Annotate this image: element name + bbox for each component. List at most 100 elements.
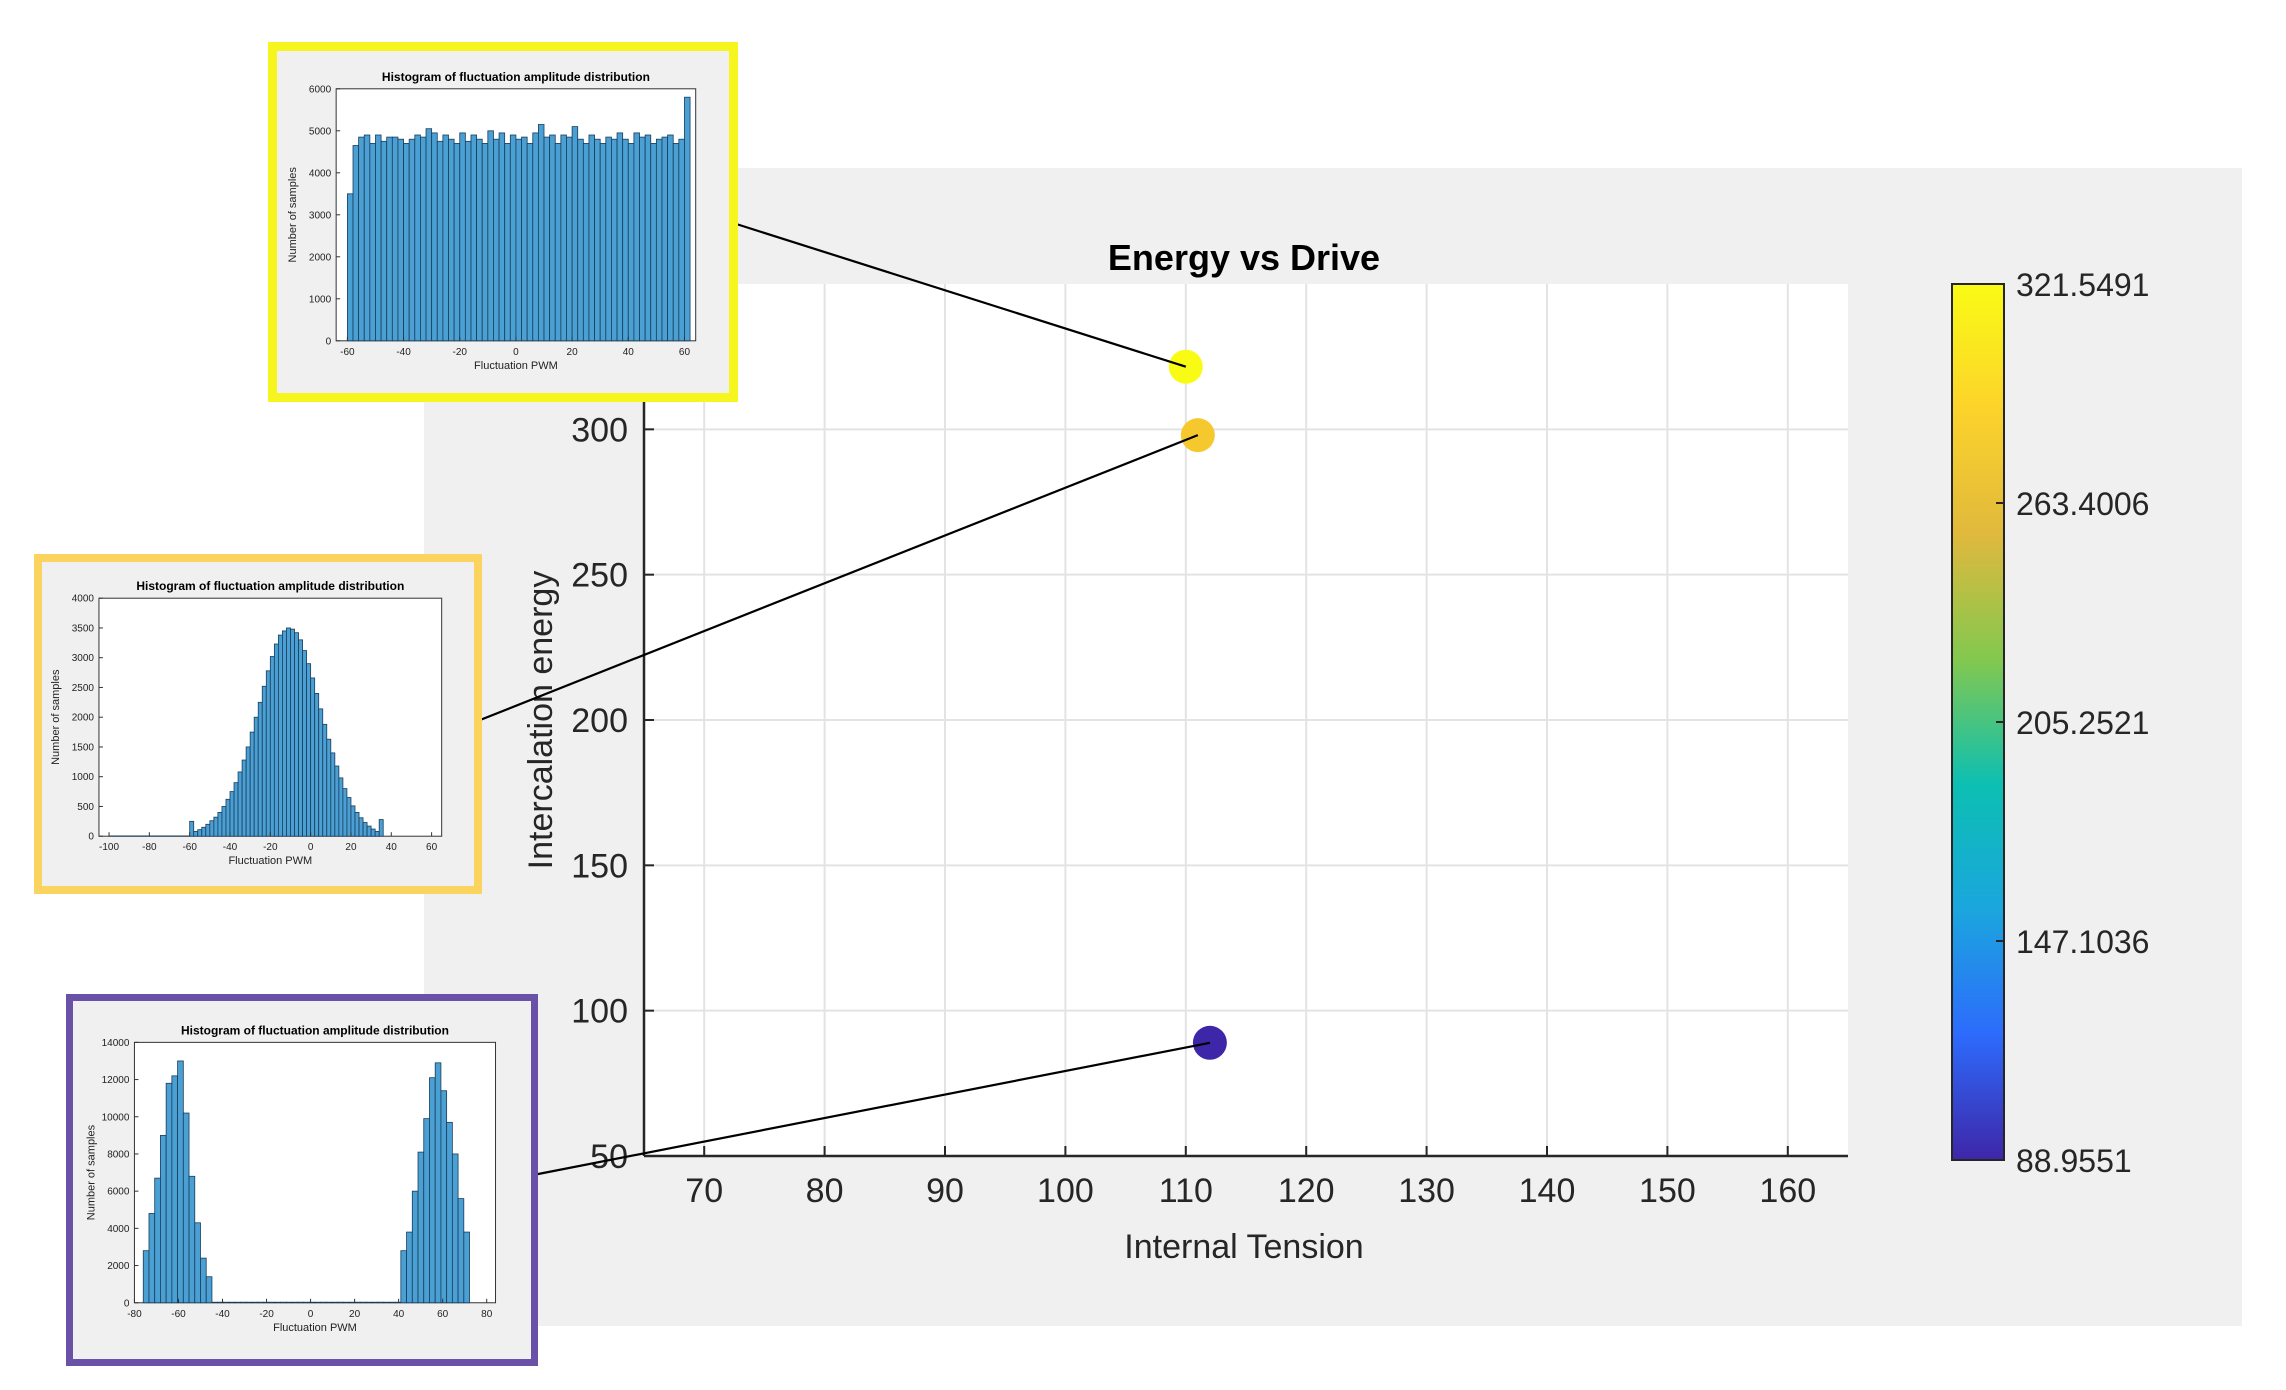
inset-x-tick-label: 60 [437,1309,449,1320]
histogram-bar [403,142,410,342]
histogram-bar [189,820,195,837]
histogram-bar [543,136,551,342]
histogram-bar [463,1231,470,1304]
histogram-bar [188,1175,196,1304]
main-x-axis-label: Internal Tension [1124,1228,1363,1266]
inset-x-tick-label: -40 [215,1309,230,1320]
main-y-tick-label: 250 [571,557,628,595]
colorbar: 321.5491 263.4006 205.2521 147.1036 88.9551 [1951,267,2149,1179]
inset-x-tick-label: -20 [259,1309,274,1320]
histogram-bar [261,685,267,837]
histogram-bar [352,145,360,342]
inset-histogram: -60 -40 -20 0 20 40 60 0 1000 2000 3000 4000 5000 600… [268,42,738,402]
inset-x-tick-label: 20 [349,1309,361,1320]
histogram-bar [420,136,427,342]
histogram-bar [627,142,635,342]
histogram-bar [165,1082,173,1304]
main-x-tick-label: 120 [1278,1172,1335,1210]
histogram-bar [277,634,283,837]
inset-y-tick-label: 0 [124,1298,130,1309]
inset-x-tick-label: 80 [481,1309,493,1320]
histogram-bar [464,140,472,342]
colorbar-tick-label: 263.4006 [2016,486,2149,522]
histogram-bar [616,132,624,342]
histogram-bar [245,1301,253,1304]
histogram-bar [394,1301,402,1304]
colorbar-tick-label: 147.1036 [2016,924,2149,960]
histogram-bar [213,816,219,837]
histogram-bar [611,138,618,342]
inset-y-tick-label: 4000 [107,1224,130,1235]
histogram-bar [363,134,371,342]
main-x-tick-label: 100 [1037,1172,1094,1210]
histogram-bar [571,126,579,342]
inset-y-tick-label: 2000 [309,252,332,263]
histogram-bar [182,1112,190,1304]
histogram-bar [375,134,382,342]
inset-x-tick-label: 40 [623,347,635,358]
histogram-bar [253,716,259,837]
inset-x-tick-label: -80 [142,842,157,853]
inset-x-axis-label: Fluctuation PWM [228,855,312,867]
histogram-bar [251,1301,259,1304]
inset-x-tick-label: 20 [567,347,579,358]
inset-y-tick-label: 14000 [102,1038,130,1049]
histogram-bar [269,656,275,837]
inset-x-tick-label: -40 [223,842,238,853]
histogram-bar [314,1301,322,1304]
inset-y-tick-label: 4000 [309,168,332,179]
histogram-bar [245,746,251,837]
inset-y-tick-label: 6000 [107,1187,130,1198]
inset-x-tick-label: -40 [396,347,411,358]
histogram-bar [194,1222,201,1304]
histogram-bar [354,812,360,837]
inset-y-tick-label: 12000 [102,1075,130,1086]
histogram-bar [498,132,506,342]
inset-x-tick-label: -60 [340,347,355,358]
histogram-bar [148,1213,156,1304]
inset-y-tick-label: 4000 [72,594,95,605]
histogram-bar [672,142,680,342]
histogram-bar [237,771,243,837]
inset-y-tick-label: 2500 [72,683,95,694]
histogram-bar [302,650,308,837]
main-x-tick-label: 160 [1759,1172,1816,1210]
histogram-bar [360,1301,367,1304]
histogram-bar [380,140,388,342]
inset-y-tick-label: 0 [88,832,94,843]
histogram-bar [599,142,607,342]
histogram-bar [622,138,629,342]
histogram-bar [306,663,312,837]
histogram-bar [330,752,336,837]
histogram-bar [436,140,444,342]
histogram-bar [211,1301,219,1304]
histogram-bar [655,138,663,342]
inset-y-tick-label: 1500 [72,742,95,753]
inset-x-tick-label: -100 [99,842,119,853]
inset-x-tick-label: -20 [263,842,278,853]
histogram-bar [234,1301,241,1304]
inset-y-tick-label: 3000 [72,653,95,664]
histogram-bar [459,132,466,342]
histogram-bar [440,1090,448,1304]
histogram-bar [331,1301,339,1304]
histogram-bar [354,1301,362,1304]
histogram-bar [378,819,384,837]
inset-y-tick-label: 1000 [309,294,332,305]
inset-y-tick-label: 0 [326,336,332,347]
histogram-bar [366,825,372,837]
histogram-bar [549,134,556,342]
histogram-bar [386,136,393,342]
histogram-bar [434,1062,442,1304]
connector-line [527,1041,1211,1178]
main-y-tick-label: 150 [571,847,628,885]
histogram-bar [650,142,657,342]
inset-y-tick-label: 1000 [72,772,95,783]
histogram-bar [240,1301,247,1304]
histogram-bar [229,791,235,837]
histogram-bar [374,831,380,837]
histogram-bar [582,142,590,342]
histogram-bar [209,820,215,837]
histogram-bar [400,1250,407,1304]
histogram-bar [273,643,279,837]
